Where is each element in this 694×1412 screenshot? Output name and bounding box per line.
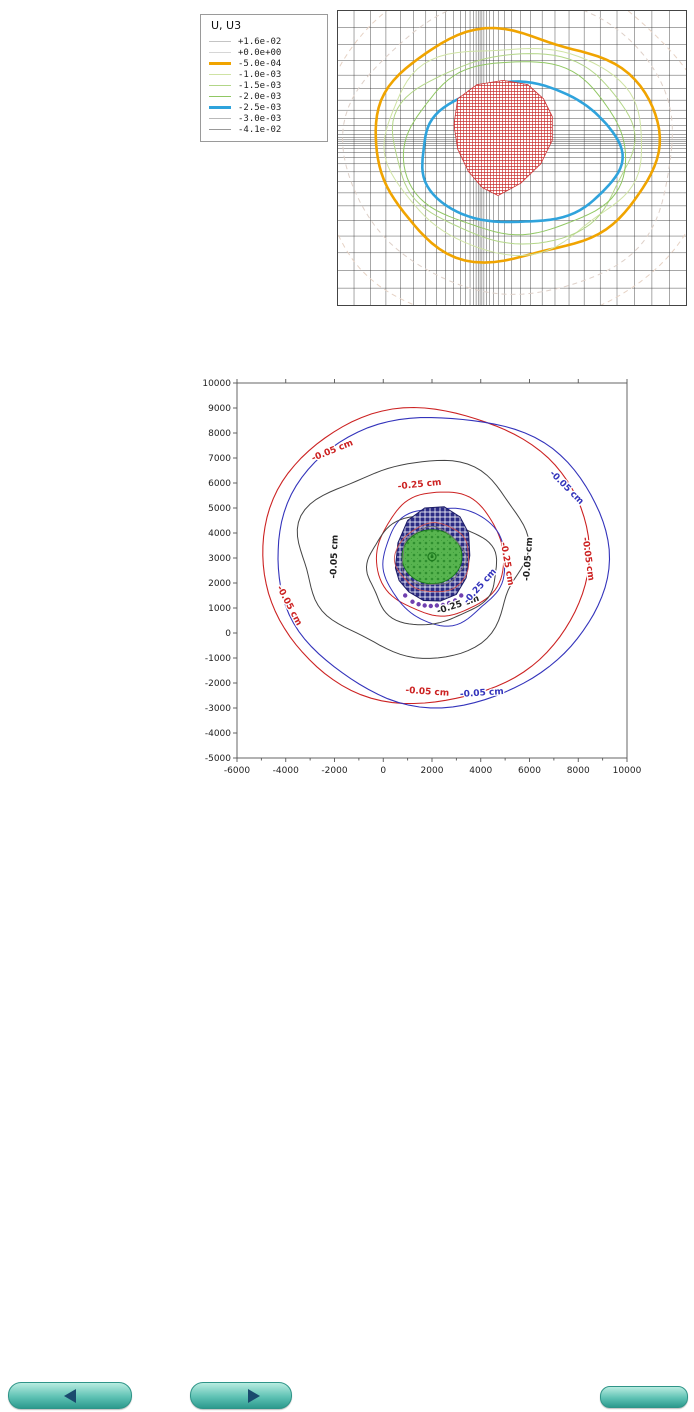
legend-level-label: -5.0e-04 xyxy=(238,58,282,69)
contour-line-swatch xyxy=(209,96,231,97)
legend-title: U, U3 xyxy=(211,19,242,32)
next-page-button[interactable] xyxy=(190,1382,292,1409)
svg-text:5000: 5000 xyxy=(208,504,231,514)
contour-line-swatch xyxy=(209,129,231,130)
svg-text:8000: 8000 xyxy=(208,429,231,439)
left-triangle-icon xyxy=(64,1388,76,1403)
legend-entry: -2.5e-03 xyxy=(209,102,321,113)
legend-level-label: -3.0e-03 xyxy=(238,113,282,124)
svg-text:-6000: -6000 xyxy=(224,766,250,776)
legend-level-label: +0.0e+00 xyxy=(238,47,282,58)
svg-text:10000: 10000 xyxy=(613,766,642,776)
svg-text:-0.05 cm: -0.05 cm xyxy=(580,537,596,582)
svg-text:-0.05 cm: -0.05 cm xyxy=(460,687,504,700)
prev-page-button[interactable] xyxy=(8,1382,132,1409)
svg-text:-4000: -4000 xyxy=(205,729,231,739)
legend-entry: -1.5e-03 xyxy=(209,80,321,91)
legend-level-label: +1.6e-02 xyxy=(238,36,282,47)
svg-text:6000: 6000 xyxy=(208,479,231,489)
svg-text:-0.05 cm: -0.05 cm xyxy=(405,686,449,699)
svg-text:6000: 6000 xyxy=(518,766,541,776)
legend-level-label: -1.0e-03 xyxy=(238,69,282,80)
contour-line-swatch xyxy=(209,74,231,75)
svg-text:9000: 9000 xyxy=(208,404,231,414)
legend-entry: -3.0e-03 xyxy=(209,113,321,124)
svg-text:1000: 1000 xyxy=(208,604,231,614)
legend-level-label: -1.5e-03 xyxy=(238,80,282,91)
svg-text:-5000: -5000 xyxy=(205,754,231,764)
svg-text:0: 0 xyxy=(225,629,231,639)
svg-text:-0.05 cm: -0.05 cm xyxy=(274,584,303,627)
contour-line-swatch xyxy=(209,41,231,42)
fem-mesh-plot xyxy=(337,10,687,306)
legend-entry: -5.0e-04 xyxy=(209,58,321,69)
svg-text:0: 0 xyxy=(380,766,386,776)
svg-text:4000: 4000 xyxy=(208,529,231,539)
svg-text:4000: 4000 xyxy=(469,766,492,776)
settlement-contour-plot: 1000090008000700060005000400030002000100… xyxy=(195,372,655,784)
fem-legend-entries: +1.6e-02 +0.0e+00 -5.0e-04 -1.0e-03 -1.5e-03… xyxy=(209,36,321,135)
svg-text:-0.05 cm: -0.05 cm xyxy=(547,469,585,507)
svg-text:-4000: -4000 xyxy=(273,766,299,776)
svg-text:-0.05 cm: -0.05 cm xyxy=(522,537,535,581)
contour-line-swatch xyxy=(209,52,231,53)
svg-text:-2000: -2000 xyxy=(321,766,347,776)
corner-nav-button[interactable] xyxy=(600,1386,688,1408)
svg-text:7000: 7000 xyxy=(208,454,231,464)
svg-text:3000: 3000 xyxy=(208,554,231,564)
svg-text:-3000: -3000 xyxy=(205,704,231,714)
legend-entry: +1.6e-02 xyxy=(209,36,321,47)
contour-line-swatch xyxy=(209,62,231,65)
legend-entry: -2.0e-03 xyxy=(209,91,321,102)
svg-text:10000: 10000 xyxy=(202,379,231,389)
contour-line-swatch xyxy=(209,85,231,86)
svg-text:2000: 2000 xyxy=(208,579,231,589)
svg-text:-2000: -2000 xyxy=(205,679,231,689)
right-triangle-icon xyxy=(248,1388,260,1403)
legend-entry: -4.1e-02 xyxy=(209,124,321,135)
legend-entry: +0.0e+00 xyxy=(209,47,321,58)
legend-level-label: -4.1e-02 xyxy=(238,124,282,135)
fem-legend: U, U3 +1.6e-02 +0.0e+00 -5.0e-04 -1.0e-03 -1… xyxy=(200,14,328,142)
svg-text:-1000: -1000 xyxy=(205,654,231,664)
legend-level-label: -2.5e-03 xyxy=(238,102,282,113)
legend-entry: -1.0e-03 xyxy=(209,69,321,80)
legend-level-label: -2.0e-03 xyxy=(238,91,282,102)
contour-line-swatch xyxy=(209,106,231,109)
svg-text:-0.25 cm: -0.25 cm xyxy=(397,478,442,493)
contour-line-swatch xyxy=(209,118,231,119)
svg-text:2000: 2000 xyxy=(421,766,444,776)
svg-text:-0.05 cm: -0.05 cm xyxy=(329,535,341,579)
svg-text:-0.05 cm: -0.05 cm xyxy=(310,438,354,464)
svg-text:8000: 8000 xyxy=(567,766,590,776)
